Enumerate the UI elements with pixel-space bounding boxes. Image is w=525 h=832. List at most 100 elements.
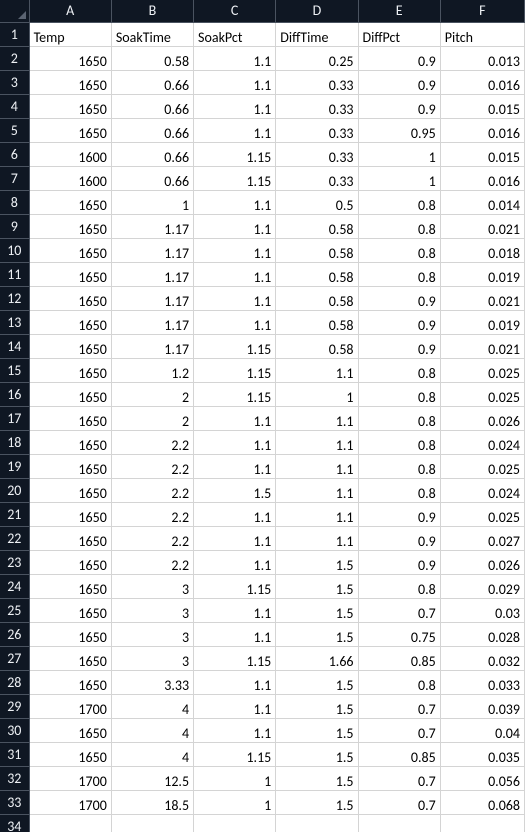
cell-E6[interactable]: 1 [358, 142, 440, 166]
cell-C27[interactable]: 1.15 [194, 646, 276, 670]
row-header-28[interactable]: 28 [0, 670, 29, 694]
cell-D16[interactable]: 1 [276, 382, 358, 406]
row-header-34[interactable]: 34 [0, 814, 29, 832]
cell-E12[interactable]: 0.9 [358, 286, 440, 310]
cell-C16[interactable]: 1.15 [194, 382, 276, 406]
cell-C34[interactable] [194, 814, 276, 832]
cell-D22[interactable]: 1.1 [276, 526, 358, 550]
cell-E16[interactable]: 0.8 [358, 382, 440, 406]
cell-F32[interactable]: 0.056 [440, 766, 524, 790]
cell-F34[interactable] [440, 814, 524, 832]
cell-F33[interactable]: 0.068 [440, 790, 524, 814]
row-header-3[interactable]: 3 [0, 70, 29, 94]
cell-D32[interactable]: 1.5 [276, 766, 358, 790]
cell-F29[interactable]: 0.039 [440, 694, 524, 718]
cell-C17[interactable]: 1.1 [194, 406, 276, 430]
row-header-4[interactable]: 4 [0, 94, 29, 118]
cell-D3[interactable]: 0.33 [276, 70, 358, 94]
cell-C18[interactable]: 1.1 [194, 430, 276, 454]
cell-D7[interactable]: 0.33 [276, 166, 358, 190]
cell-E4[interactable]: 0.9 [358, 94, 440, 118]
column-header-A[interactable]: A [29, 0, 111, 22]
cell-A34[interactable] [29, 814, 111, 832]
row-header-22[interactable]: 22 [0, 526, 29, 550]
cell-F3[interactable]: 0.016 [440, 70, 524, 94]
row-header-5[interactable]: 5 [0, 118, 29, 142]
row-header-33[interactable]: 33 [0, 790, 29, 814]
cell-A23[interactable]: 1650 [29, 550, 111, 574]
row-header-11[interactable]: 11 [0, 262, 29, 286]
row-header-15[interactable]: 15 [0, 358, 29, 382]
cell-C13[interactable]: 1.1 [194, 310, 276, 334]
cell-B32[interactable]: 12.5 [111, 766, 193, 790]
cell-B18[interactable]: 2.2 [111, 430, 193, 454]
cell-A22[interactable]: 1650 [29, 526, 111, 550]
cell-D11[interactable]: 0.58 [276, 262, 358, 286]
cell-F13[interactable]: 0.019 [440, 310, 524, 334]
cell-A29[interactable]: 1700 [29, 694, 111, 718]
row-header-26[interactable]: 26 [0, 622, 29, 646]
cell-F24[interactable]: 0.029 [440, 574, 524, 598]
cell-D34[interactable] [276, 814, 358, 832]
cell-E15[interactable]: 0.8 [358, 358, 440, 382]
cell-A31[interactable]: 1650 [29, 742, 111, 766]
cell-E34[interactable] [358, 814, 440, 832]
cell-D30[interactable]: 1.5 [276, 718, 358, 742]
row-header-1[interactable]: 1 [0, 22, 29, 46]
cell-F2[interactable]: 0.013 [440, 46, 524, 70]
cell-D9[interactable]: 0.58 [276, 214, 358, 238]
cell-E31[interactable]: 0.85 [358, 742, 440, 766]
cell-E8[interactable]: 0.8 [358, 190, 440, 214]
cell-A1[interactable]: Temp [29, 22, 111, 46]
cell-B22[interactable]: 2.2 [111, 526, 193, 550]
cell-F11[interactable]: 0.019 [440, 262, 524, 286]
row-header-7[interactable]: 7 [0, 166, 29, 190]
cell-B3[interactable]: 0.66 [111, 70, 193, 94]
cell-A25[interactable]: 1650 [29, 598, 111, 622]
cell-C14[interactable]: 1.15 [194, 334, 276, 358]
cell-D2[interactable]: 0.25 [276, 46, 358, 70]
cell-E25[interactable]: 0.7 [358, 598, 440, 622]
cell-B34[interactable] [111, 814, 193, 832]
cell-B6[interactable]: 0.66 [111, 142, 193, 166]
cell-D21[interactable]: 1.1 [276, 502, 358, 526]
cell-F15[interactable]: 0.025 [440, 358, 524, 382]
cell-A2[interactable]: 1650 [29, 46, 111, 70]
cell-E27[interactable]: 0.85 [358, 646, 440, 670]
cell-C11[interactable]: 1.1 [194, 262, 276, 286]
row-header-21[interactable]: 21 [0, 502, 29, 526]
cell-D12[interactable]: 0.58 [276, 286, 358, 310]
cell-C24[interactable]: 1.15 [194, 574, 276, 598]
cell-A8[interactable]: 1650 [29, 190, 111, 214]
cell-F28[interactable]: 0.033 [440, 670, 524, 694]
cell-D29[interactable]: 1.5 [276, 694, 358, 718]
cell-D10[interactable]: 0.58 [276, 238, 358, 262]
cell-A5[interactable]: 1650 [29, 118, 111, 142]
cell-D24[interactable]: 1.5 [276, 574, 358, 598]
cell-D23[interactable]: 1.5 [276, 550, 358, 574]
cell-E13[interactable]: 0.9 [358, 310, 440, 334]
cell-A19[interactable]: 1650 [29, 454, 111, 478]
cell-B16[interactable]: 2 [111, 382, 193, 406]
cell-A27[interactable]: 1650 [29, 646, 111, 670]
cell-C6[interactable]: 1.15 [194, 142, 276, 166]
cell-D33[interactable]: 1.5 [276, 790, 358, 814]
cell-E14[interactable]: 0.9 [358, 334, 440, 358]
cell-D8[interactable]: 0.5 [276, 190, 358, 214]
row-header-29[interactable]: 29 [0, 694, 29, 718]
cell-F16[interactable]: 0.025 [440, 382, 524, 406]
cell-B17[interactable]: 2 [111, 406, 193, 430]
cell-F6[interactable]: 0.015 [440, 142, 524, 166]
cell-B12[interactable]: 1.17 [111, 286, 193, 310]
cell-B2[interactable]: 0.58 [111, 46, 193, 70]
cell-A33[interactable]: 1700 [29, 790, 111, 814]
cell-D14[interactable]: 0.58 [276, 334, 358, 358]
row-header-23[interactable]: 23 [0, 550, 29, 574]
cell-B19[interactable]: 2.2 [111, 454, 193, 478]
cell-B8[interactable]: 1 [111, 190, 193, 214]
cell-D25[interactable]: 1.5 [276, 598, 358, 622]
row-header-8[interactable]: 8 [0, 190, 29, 214]
row-header-27[interactable]: 27 [0, 646, 29, 670]
row-header-12[interactable]: 12 [0, 286, 29, 310]
cell-E26[interactable]: 0.75 [358, 622, 440, 646]
